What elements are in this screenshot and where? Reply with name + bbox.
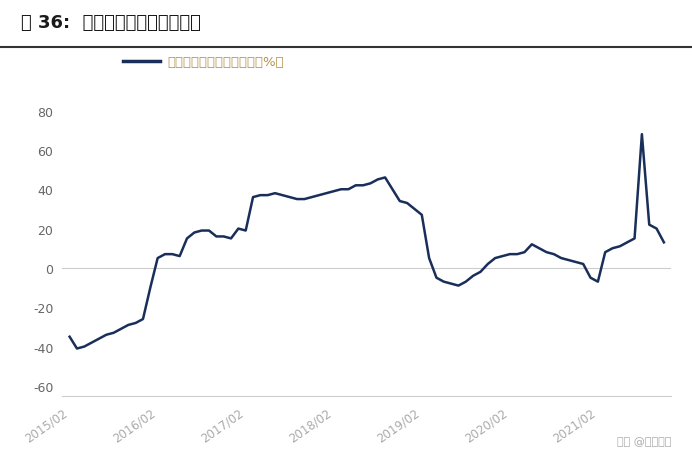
Legend: 土地出让金累计同比增速（%）: 土地出让金累计同比增速（%） <box>118 51 290 74</box>
Text: 头条 @未来智库: 头条 @未来智库 <box>617 436 671 446</box>
Text: 图 36:  土地出让金累计同比增速: 图 36: 土地出让金累计同比增速 <box>21 14 201 31</box>
